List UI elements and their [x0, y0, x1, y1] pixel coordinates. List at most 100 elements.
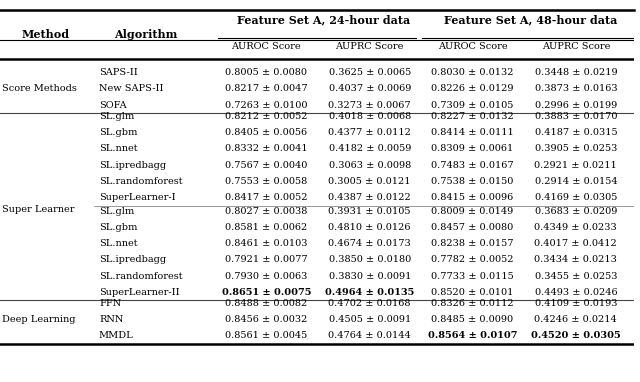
- Text: 0.3683 ± 0.0209: 0.3683 ± 0.0209: [534, 207, 617, 216]
- Text: SL.glm: SL.glm: [99, 207, 134, 216]
- Text: 0.3448 ± 0.0219: 0.3448 ± 0.0219: [534, 68, 617, 77]
- Text: 0.3873 ± 0.0163: 0.3873 ± 0.0163: [534, 84, 617, 94]
- Text: 0.8414 ± 0.0111: 0.8414 ± 0.0111: [431, 128, 514, 137]
- Text: 0.8564 ± 0.0107: 0.8564 ± 0.0107: [428, 332, 517, 340]
- Text: SL.ipredbagg: SL.ipredbagg: [99, 160, 166, 170]
- Text: 0.8005 ± 0.0080: 0.8005 ± 0.0080: [225, 68, 307, 77]
- Text: 0.4387 ± 0.0122: 0.4387 ± 0.0122: [328, 193, 411, 202]
- Text: 0.8485 ± 0.0090: 0.8485 ± 0.0090: [431, 315, 513, 324]
- Text: 0.8009 ± 0.0149: 0.8009 ± 0.0149: [431, 207, 513, 216]
- Text: 0.2914 ± 0.0154: 0.2914 ± 0.0154: [534, 177, 617, 186]
- Text: SL.glm: SL.glm: [99, 112, 134, 121]
- Text: RNN: RNN: [99, 315, 124, 324]
- Text: 0.8415 ± 0.0096: 0.8415 ± 0.0096: [431, 193, 513, 202]
- Text: Method: Method: [22, 29, 70, 40]
- Text: 0.8651 ± 0.0075: 0.8651 ± 0.0075: [221, 288, 311, 297]
- Text: AUROC Score: AUROC Score: [232, 42, 301, 51]
- Text: AUROC Score: AUROC Score: [438, 42, 508, 51]
- Text: AUPRC Score: AUPRC Score: [335, 42, 404, 51]
- Text: SOFA: SOFA: [99, 100, 127, 110]
- Text: 0.3455 ± 0.0253: 0.3455 ± 0.0253: [534, 272, 617, 280]
- Text: SL.randomforest: SL.randomforest: [99, 177, 182, 186]
- Text: 0.3434 ± 0.0213: 0.3434 ± 0.0213: [534, 255, 617, 264]
- Text: 0.7733 ± 0.0115: 0.7733 ± 0.0115: [431, 272, 514, 280]
- Text: New SAPS-II: New SAPS-II: [99, 84, 163, 94]
- Text: 0.4109 ± 0.0193: 0.4109 ± 0.0193: [534, 299, 617, 308]
- Text: SuperLearner-I: SuperLearner-I: [99, 193, 175, 202]
- Text: SAPS-II: SAPS-II: [99, 68, 138, 77]
- Text: 0.3931 ± 0.0105: 0.3931 ± 0.0105: [328, 207, 411, 216]
- Text: 0.8417 ± 0.0052: 0.8417 ± 0.0052: [225, 193, 308, 202]
- Text: 0.7567 ± 0.0040: 0.7567 ± 0.0040: [225, 160, 308, 170]
- Text: SL.nnet: SL.nnet: [99, 144, 138, 154]
- Text: 0.4377 ± 0.0112: 0.4377 ± 0.0112: [328, 128, 411, 137]
- Text: 0.7553 ± 0.0058: 0.7553 ± 0.0058: [225, 177, 307, 186]
- Text: 0.8520 ± 0.0101: 0.8520 ± 0.0101: [431, 288, 514, 297]
- Text: 0.7309 ± 0.0105: 0.7309 ± 0.0105: [431, 100, 514, 110]
- Text: 0.3905 ± 0.0253: 0.3905 ± 0.0253: [534, 144, 617, 154]
- Text: 0.4169 ± 0.0305: 0.4169 ± 0.0305: [534, 193, 617, 202]
- Text: MMDL: MMDL: [99, 332, 134, 340]
- Text: 0.3625 ± 0.0065: 0.3625 ± 0.0065: [328, 68, 411, 77]
- Text: 0.8581 ± 0.0062: 0.8581 ± 0.0062: [225, 223, 307, 232]
- Text: 0.8405 ± 0.0056: 0.8405 ± 0.0056: [225, 128, 307, 137]
- Text: 0.8227 ± 0.0132: 0.8227 ± 0.0132: [431, 112, 514, 121]
- Text: SL.gbm: SL.gbm: [99, 128, 138, 137]
- Text: 0.4187 ± 0.0315: 0.4187 ± 0.0315: [534, 128, 617, 137]
- Text: 0.2921 ± 0.0211: 0.2921 ± 0.0211: [534, 160, 617, 170]
- Text: 0.3830 ± 0.0091: 0.3830 ± 0.0091: [328, 272, 411, 280]
- Text: Score Methods: Score Methods: [2, 84, 77, 94]
- Text: 0.7538 ± 0.0150: 0.7538 ± 0.0150: [431, 177, 514, 186]
- Text: 0.8326 ± 0.0112: 0.8326 ± 0.0112: [431, 299, 514, 308]
- Text: SL.nnet: SL.nnet: [99, 239, 138, 248]
- Text: AUPRC Score: AUPRC Score: [541, 42, 610, 51]
- Text: 0.8226 ± 0.0129: 0.8226 ± 0.0129: [431, 84, 514, 94]
- Text: 0.2996 ± 0.0199: 0.2996 ± 0.0199: [534, 100, 617, 110]
- Text: 0.8457 ± 0.0080: 0.8457 ± 0.0080: [431, 223, 513, 232]
- Text: 0.8027 ± 0.0038: 0.8027 ± 0.0038: [225, 207, 308, 216]
- Text: 0.4018 ± 0.0068: 0.4018 ± 0.0068: [328, 112, 411, 121]
- Text: 0.8461 ± 0.0103: 0.8461 ± 0.0103: [225, 239, 308, 248]
- Text: 0.4764 ± 0.0144: 0.4764 ± 0.0144: [328, 332, 411, 340]
- Text: 0.8561 ± 0.0045: 0.8561 ± 0.0045: [225, 332, 307, 340]
- Text: SL.ipredbagg: SL.ipredbagg: [99, 255, 166, 264]
- Text: Feature Set A, 24-hour data: Feature Set A, 24-hour data: [237, 15, 411, 26]
- Text: Super Learner: Super Learner: [2, 205, 74, 214]
- Text: SuperLearner-II: SuperLearner-II: [99, 288, 180, 297]
- Text: 0.7921 ± 0.0077: 0.7921 ± 0.0077: [225, 255, 308, 264]
- Text: 0.8488 ± 0.0082: 0.8488 ± 0.0082: [225, 299, 307, 308]
- Text: 0.8456 ± 0.0032: 0.8456 ± 0.0032: [225, 315, 308, 324]
- Text: Deep Learning: Deep Learning: [2, 315, 76, 324]
- Text: 0.3063 ± 0.0098: 0.3063 ± 0.0098: [328, 160, 411, 170]
- Text: 0.3273 ± 0.0067: 0.3273 ± 0.0067: [328, 100, 411, 110]
- Text: FFN: FFN: [99, 299, 121, 308]
- Text: 0.4505 ± 0.0091: 0.4505 ± 0.0091: [328, 315, 411, 324]
- Text: 0.4246 ± 0.0214: 0.4246 ± 0.0214: [534, 315, 617, 324]
- Text: 0.3883 ± 0.0170: 0.3883 ± 0.0170: [534, 112, 617, 121]
- Text: 0.8030 ± 0.0132: 0.8030 ± 0.0132: [431, 68, 514, 77]
- Text: 0.4182 ± 0.0059: 0.4182 ± 0.0059: [328, 144, 411, 154]
- Text: 0.4964 ± 0.0135: 0.4964 ± 0.0135: [325, 288, 415, 297]
- Text: Algorithm: Algorithm: [114, 29, 177, 40]
- Text: SL.gbm: SL.gbm: [99, 223, 138, 232]
- Text: 0.8212 ± 0.0052: 0.8212 ± 0.0052: [225, 112, 308, 121]
- Text: Feature Set A, 48-hour data: Feature Set A, 48-hour data: [444, 15, 618, 26]
- Text: 0.8332 ± 0.0041: 0.8332 ± 0.0041: [225, 144, 308, 154]
- Text: 0.8238 ± 0.0157: 0.8238 ± 0.0157: [431, 239, 514, 248]
- Text: 0.4493 ± 0.0246: 0.4493 ± 0.0246: [534, 288, 617, 297]
- Text: 0.4520 ± 0.0305: 0.4520 ± 0.0305: [531, 332, 621, 340]
- Text: 0.3850 ± 0.0180: 0.3850 ± 0.0180: [328, 255, 411, 264]
- Text: SL.randomforest: SL.randomforest: [99, 272, 182, 280]
- Text: 0.4702 ± 0.0168: 0.4702 ± 0.0168: [328, 299, 411, 308]
- Text: 0.4017 ± 0.0412: 0.4017 ± 0.0412: [534, 239, 617, 248]
- Text: 0.4349 ± 0.0233: 0.4349 ± 0.0233: [534, 223, 617, 232]
- Text: 0.7483 ± 0.0167: 0.7483 ± 0.0167: [431, 160, 514, 170]
- Text: 0.4674 ± 0.0173: 0.4674 ± 0.0173: [328, 239, 411, 248]
- Text: 0.3005 ± 0.0121: 0.3005 ± 0.0121: [328, 177, 411, 186]
- Text: 0.4037 ± 0.0069: 0.4037 ± 0.0069: [328, 84, 411, 94]
- Text: 0.8217 ± 0.0047: 0.8217 ± 0.0047: [225, 84, 308, 94]
- Text: 0.8309 ± 0.0061: 0.8309 ± 0.0061: [431, 144, 513, 154]
- Text: 0.7263 ± 0.0100: 0.7263 ± 0.0100: [225, 100, 308, 110]
- Text: 0.4810 ± 0.0126: 0.4810 ± 0.0126: [328, 223, 411, 232]
- Text: 0.7930 ± 0.0063: 0.7930 ± 0.0063: [225, 272, 308, 280]
